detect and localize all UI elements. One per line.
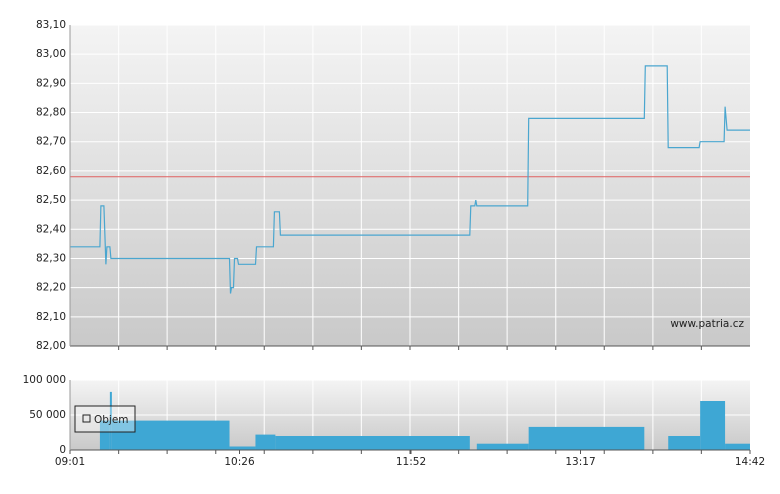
volume-bar — [229, 446, 256, 450]
volume-bar — [99, 420, 110, 450]
legend-box — [74, 405, 136, 433]
x-tick-label: 14:42 — [735, 456, 765, 468]
x-tick-label: 13:17 — [565, 456, 595, 468]
legend-swatch — [82, 414, 91, 423]
volume-bar — [275, 436, 470, 450]
volume-bar — [528, 426, 645, 450]
y-tick-label: 82,70 — [36, 136, 66, 148]
y-tick-label: 0 — [59, 444, 66, 456]
y-tick-label: 82,60 — [36, 165, 66, 177]
y-tick-label: 82,80 — [36, 107, 66, 119]
y-tick-label: 83,10 — [36, 19, 66, 31]
y-tick-label: 82,20 — [36, 282, 66, 294]
volume-bar — [109, 391, 112, 450]
y-tick-label: 82,90 — [36, 77, 66, 89]
volume-bar — [725, 443, 750, 450]
annotation: www.patria.cz — [670, 318, 744, 330]
y-tick-label: 82,40 — [36, 223, 66, 235]
volume-bar — [255, 434, 276, 450]
y-tick-label: 83,00 — [36, 48, 66, 60]
x-tick-label: 11:52 — [396, 456, 426, 468]
y-tick-label: 82,10 — [36, 311, 66, 323]
volume-bar — [476, 443, 529, 450]
price-line — [70, 65, 750, 294]
y-tick-label: 82,30 — [36, 252, 66, 264]
y-tick-label: 50 000 — [29, 409, 66, 421]
legend-label: Objem — [94, 414, 129, 426]
volume-bar — [668, 436, 701, 450]
y-tick-label: 100 000 — [23, 374, 66, 386]
x-tick-label: 09:01 — [55, 456, 85, 468]
volume-bar — [111, 420, 230, 450]
x-tick-label: 10:26 — [224, 456, 255, 468]
y-tick-label: 82,50 — [36, 194, 66, 206]
volume-bar — [700, 401, 726, 450]
y-tick-label: 82,00 — [36, 340, 66, 352]
